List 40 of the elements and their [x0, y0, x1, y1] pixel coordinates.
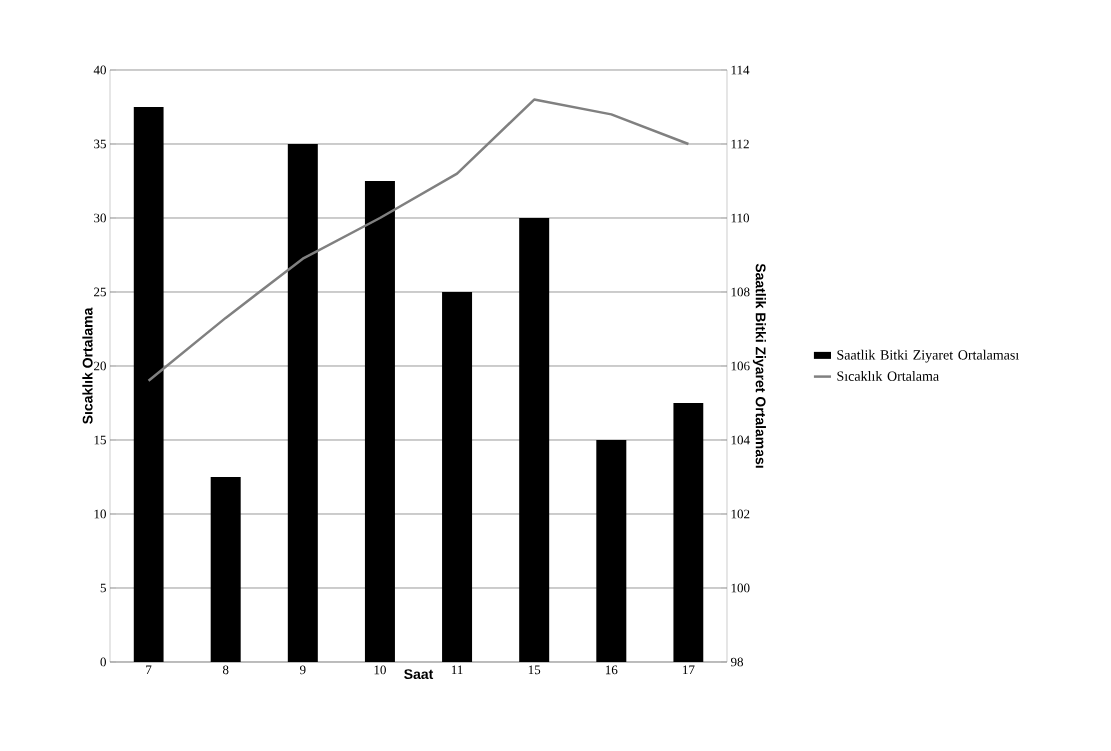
- line-series: [147, 98, 690, 383]
- legend-label: Sıcaklık Ortalama: [837, 370, 939, 381]
- x-tick-label: 8: [222, 665, 229, 675]
- bar: [673, 402, 704, 662]
- bar: [596, 439, 627, 662]
- x-tick-label: 10: [374, 665, 386, 675]
- y2-tick-label: 102: [731, 509, 750, 519]
- y-axis-title: Sıcaklık Ortalama: [82, 307, 93, 424]
- y2-tick-label: 98: [730, 657, 744, 667]
- y-tick-label: 5: [100, 583, 106, 593]
- y-tick-label: 0: [100, 657, 106, 667]
- y-tick-label: 20: [94, 361, 106, 371]
- y-tick-label: 40: [93, 65, 106, 75]
- x-axis-title: Saat: [404, 669, 434, 680]
- y2-tick-label: 106: [731, 361, 750, 371]
- bar: [133, 106, 164, 662]
- x-tick-label: 17: [683, 665, 695, 675]
- bar: [442, 291, 473, 662]
- y2-tick-label: 114: [731, 65, 750, 75]
- bar: [519, 217, 550, 662]
- y2-tick-label: 110: [731, 213, 750, 223]
- y2-axis-title: Saatlik Bitki Ziyaret Ortalaması: [752, 263, 766, 468]
- y-tick-label: 15: [94, 435, 106, 445]
- x-tick-label: 16: [605, 665, 618, 675]
- y2-tick-label: 112: [731, 139, 749, 149]
- y-tick-label: 25: [94, 287, 106, 297]
- bar: [364, 180, 395, 662]
- bar: [210, 476, 241, 662]
- y2-tick-label: 104: [731, 435, 750, 445]
- y-tick-label: 10: [94, 509, 106, 519]
- x-tick-label: 7: [146, 665, 152, 675]
- y-tick-label: 35: [94, 139, 106, 149]
- y2-tick-label: 108: [731, 287, 750, 297]
- legend-label: Saatlik Bitki Ziyaret Ortalaması: [837, 349, 1019, 363]
- y2-tick-label: 100: [731, 583, 750, 593]
- bar: [287, 143, 318, 662]
- y-tick-label: 30: [94, 213, 106, 223]
- x-tick-label: 15: [528, 665, 541, 675]
- x-tick-label: 9: [299, 665, 306, 675]
- x-tick-label: 11: [451, 665, 463, 675]
